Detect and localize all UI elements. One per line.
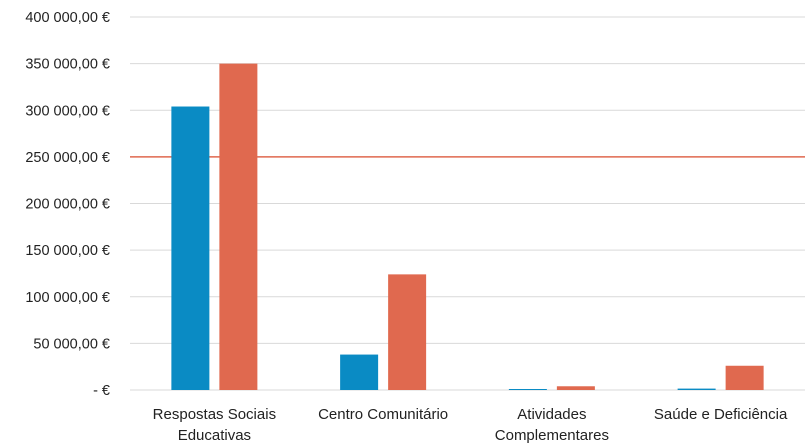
bar: [171, 106, 210, 391]
y-tick-label: 250 000,00 €: [25, 150, 110, 166]
x-axis-category-labels: Respostas Sociais Educativas Centro Comuni…: [153, 406, 788, 444]
y-tick-label: 400 000,00 €: [25, 10, 110, 26]
y-tick-label: 50 000,00 €: [33, 336, 110, 352]
bar: [556, 386, 595, 390]
bar: [725, 365, 764, 390]
bar: [508, 389, 547, 390]
y-tick-label: 100 000,00 €: [25, 290, 110, 306]
y-tick-label: 150 000,00 €: [25, 243, 110, 259]
bar: [677, 388, 716, 390]
y-axis-tick-labels: 400 000,00 € 350 000,00 € 300 000,00 € 250 …: [25, 10, 110, 399]
x-category-label: Saúde e Deficiência: [654, 406, 788, 423]
y-tick-label: 300 000,00 €: [25, 103, 110, 119]
y-tick-label: 200 000,00 €: [25, 197, 110, 213]
bar: [340, 354, 379, 390]
bars: [171, 63, 764, 391]
x-category-label: Respostas Sociais Educativas: [153, 406, 276, 444]
y-tick-label: 350 000,00 €: [25, 57, 110, 73]
y-tick-label: - €: [93, 383, 110, 399]
x-category-label: Atividades Complementares: [495, 406, 609, 444]
x-category-label: Centro Comunitário: [318, 406, 448, 423]
bar: [219, 63, 258, 390]
bar: [388, 274, 427, 390]
